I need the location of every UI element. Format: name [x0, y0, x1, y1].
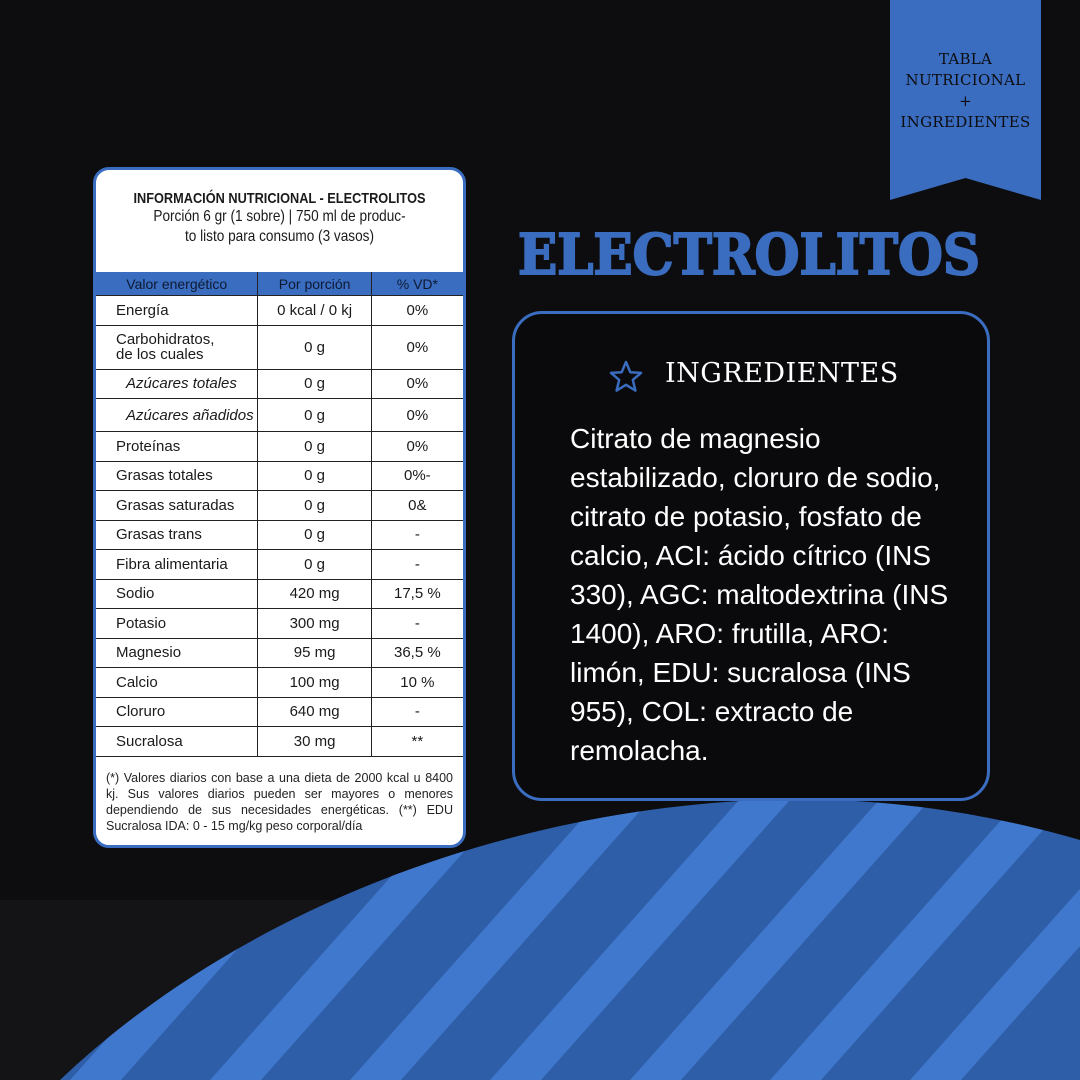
per-portion: 0 g [257, 368, 372, 399]
daily-value: 0& [370, 490, 463, 521]
ingredients-line: limón, EDU: sucralosa (INS [570, 657, 911, 688]
ribbon-label: TABLA NUTRICIONAL + INGREDIENTES [890, 49, 1041, 133]
nutrient-name: Fibra alimentaria [96, 549, 259, 580]
daily-value: 36,5 % [370, 637, 463, 668]
ingredients-line: remolacha. [570, 735, 709, 766]
ribbon-line: INGREDIENTES [900, 113, 1031, 131]
daily-value: - [370, 519, 463, 550]
per-portion: 0 g [257, 549, 372, 580]
nutrient-name: Carbohidratos, de los cuales [96, 324, 259, 370]
table-row: Calcio 100 mg 10 % [96, 667, 463, 698]
daily-value: 0% [370, 368, 463, 399]
table-row: Grasas saturadas 0 g 0& [96, 490, 463, 521]
table-row: Carbohidratos, de los cuales 0 g 0% [96, 324, 463, 370]
ribbon [890, 0, 1041, 200]
header-cell: Valor energético [96, 272, 259, 296]
footnote: (*) Valores diarios con base a una dieta… [106, 771, 453, 833]
nutrient-name: Energía [96, 295, 259, 326]
nutrient-name: Grasas totales [96, 460, 259, 491]
nutrient-name: Cloruro [96, 696, 259, 727]
ribbon-line: + [959, 92, 972, 110]
daily-value: - [370, 696, 463, 727]
ingredients-line: estabilizado, cloruro de sodio, [570, 462, 941, 493]
star-icon [609, 360, 643, 392]
ribbon-line: NUTRICIONAL [905, 71, 1026, 89]
nutrition-title: INFORMACIÓN NUTRICIONAL - ELECTROLITOS [133, 190, 426, 207]
nutrition-panel: INFORMACIÓN NUTRICIONAL - ELECTROLITOS P… [93, 167, 466, 848]
daily-value: 0%- [370, 460, 463, 491]
ingredients-line: Citrato de magnesio [570, 423, 821, 454]
daily-value: - [370, 549, 463, 580]
daily-value: 0% [370, 295, 463, 326]
table-row: Energía 0 kcal / 0 kj 0% [96, 295, 463, 326]
ingredients-heading: INGREDIENTES [665, 358, 899, 389]
nutrient-name: Magnesio [96, 637, 259, 668]
nutrient-name: Azúcares totales [96, 368, 259, 399]
daily-value: 10 % [370, 667, 463, 698]
table-row: Proteínas 0 g 0% [96, 431, 463, 462]
daily-value: - [370, 608, 463, 639]
header-cell: Por porción [257, 272, 372, 296]
daily-value: 0% [370, 324, 463, 370]
table-row: Cloruro 640 mg - [96, 696, 463, 727]
ingredients-line: 955), COL: extracto de [570, 696, 854, 727]
daily-value: 17,5 % [370, 578, 463, 609]
table-row: Sucralosa 30 mg ** [96, 726, 463, 757]
per-portion: 0 g [257, 431, 372, 462]
subtitle-line: Porción 6 gr (1 sobre) | 750 ml de produ… [153, 208, 406, 225]
per-portion: 300 mg [257, 608, 372, 639]
ingredients-line: 330), AGC: maltodextrina (INS [570, 579, 949, 610]
ingredients-line: 1400), ARO: frutilla, ARO: [570, 618, 890, 649]
per-portion: 0 g [257, 519, 372, 550]
table-row: Grasas totales 0 g 0%- [96, 460, 463, 491]
per-portion: 0 g [257, 398, 372, 432]
nutrient-name: Potasio [96, 608, 259, 639]
table-row: Potasio 300 mg - [96, 608, 463, 639]
nutrient-name: Calcio [96, 667, 259, 698]
nutrient-name: Grasas trans [96, 519, 259, 550]
subtitle-line: to listo para consumo (3 vasos) [185, 228, 374, 245]
main-title: ELECTROLITOS [518, 222, 980, 288]
header-cell: % VD* [370, 272, 463, 296]
header-row: Valor energético Por porción% VD* [96, 272, 463, 296]
per-portion: 95 mg [257, 637, 372, 668]
per-portion: 0 g [257, 460, 372, 491]
per-portion: 640 mg [257, 696, 372, 727]
nutrient-name: Grasas saturadas [96, 490, 259, 521]
table-row: Sodio 420 mg 17,5 % [96, 578, 463, 609]
table-row: Magnesio 95 mg 36,5 % [96, 637, 463, 668]
nutrition-table: Valor energético Por porción% VD* Energía 0… [96, 272, 463, 757]
per-portion: 0 g [257, 324, 372, 370]
per-portion: 420 mg [257, 578, 372, 609]
per-portion: 0 kcal / 0 kj [257, 295, 372, 326]
per-portion: 100 mg [257, 667, 372, 698]
ribbon-line: TABLA [938, 50, 993, 68]
per-portion: 0 g [257, 490, 372, 521]
nutrient-name: Sucralosa [96, 726, 259, 757]
per-portion: 30 mg [257, 726, 372, 757]
ingredients-panel: INGREDIENTES Citrato de magnesio estabili… [512, 311, 990, 801]
nutrient-name: Azúcares añadidos [96, 398, 259, 432]
table-row: Azúcares añadidos 0 g 0% [96, 398, 463, 432]
ingredients-line: calcio, ACI: ácido cítrico (INS [570, 540, 932, 571]
ingredients-line: citrato de potasio, fosfato de [570, 501, 922, 532]
ingredients-text: Citrato de magnesio estabilizado, cloruro… [570, 419, 948, 770]
title-layer: ELECTROLITOS [517, 221, 981, 289]
daily-value: ** [370, 726, 463, 757]
daily-value: 0% [370, 431, 463, 462]
table-row: Grasas trans 0 g- [96, 519, 463, 550]
daily-value: 0% [370, 398, 463, 432]
nutrition-subtitle: Porción 6 gr (1 sobre) | 750 ml de produ… [124, 207, 436, 247]
nutrient-name: Proteínas [96, 431, 259, 462]
nutrient-name: Sodio [96, 578, 259, 609]
table-row: Azúcares totales 0 g 0% [96, 368, 463, 399]
table-row: Fibra alimentaria 0 g- [96, 549, 463, 580]
